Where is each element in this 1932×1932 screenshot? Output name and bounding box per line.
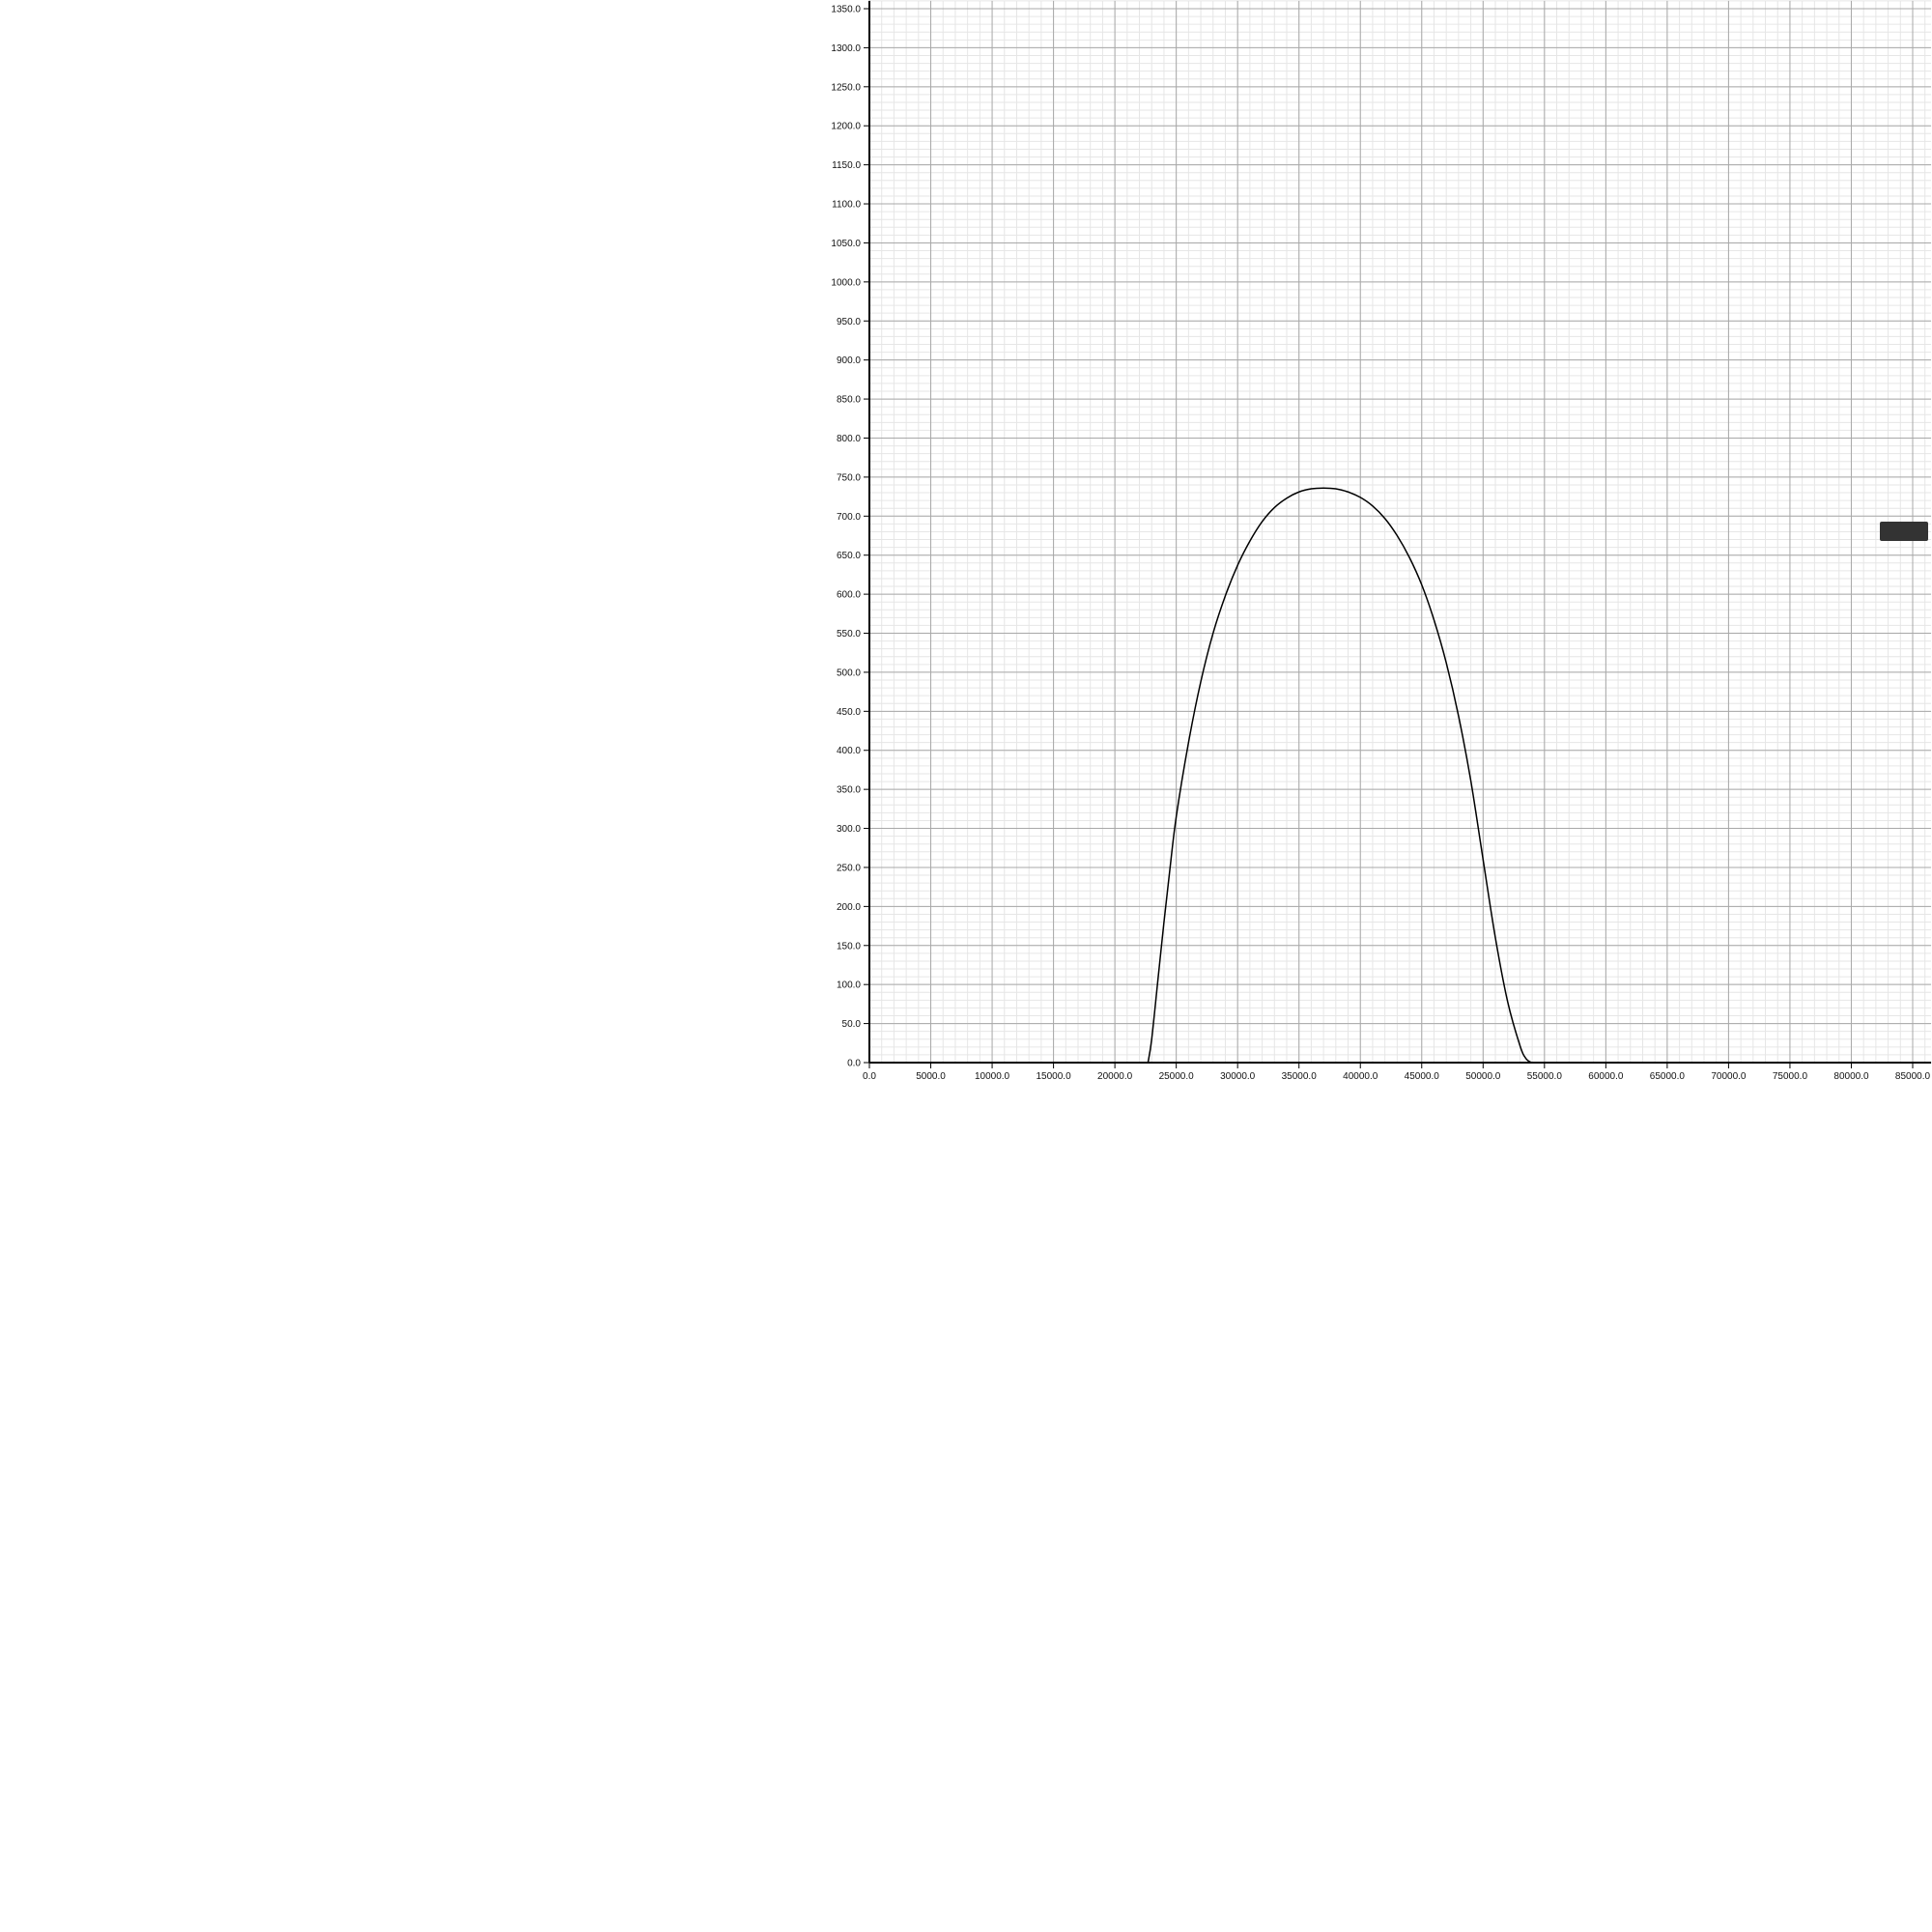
y-tick-label: 1000.0 [831, 277, 861, 288]
y-tick-label: 300.0 [837, 824, 861, 835]
y-tick-label: 250.0 [837, 863, 861, 873]
legend-swatch [1880, 522, 1928, 541]
x-tick-label: 10000.0 [975, 1071, 1010, 1082]
y-tick-label: 450.0 [837, 707, 861, 718]
y-tick-label: 150.0 [837, 941, 861, 952]
x-tick-label: 65000.0 [1650, 1071, 1686, 1082]
y-tick-label: 1250.0 [831, 82, 861, 93]
y-tick-label: 1350.0 [831, 5, 861, 15]
x-tick-label: 30000.0 [1220, 1071, 1256, 1082]
grid-minor-lines [868, 0, 1932, 1064]
y-tick-label: 950.0 [837, 317, 861, 327]
y-tick-label: 750.0 [837, 472, 861, 483]
y-tick-label: 1150.0 [832, 160, 861, 171]
axes [868, 0, 1932, 1064]
y-tick-label: 800.0 [837, 434, 861, 444]
x-axis-ticks: 0.0 5000.0 10000.0 15000.0 20000.0 25000.0 300… [863, 1063, 1931, 1082]
x-tick-label: 0.0 [863, 1071, 876, 1082]
y-tick-label: 550.0 [837, 629, 861, 639]
x-tick-label: 55000.0 [1527, 1071, 1563, 1082]
x-tick-label: 70000.0 [1711, 1071, 1747, 1082]
y-tick-label: 0.0 [847, 1059, 861, 1069]
x-tick-label: 25000.0 [1159, 1071, 1195, 1082]
y-tick-label: 100.0 [837, 980, 861, 991]
x-tick-label: 5000.0 [916, 1071, 946, 1082]
x-tick-label: 20000.0 [1097, 1071, 1133, 1082]
y-tick-label: 850.0 [837, 395, 861, 406]
y-axis-ticks: 0.0 50.0 100.0 150.0 200.0 250.0 300.0 350.0 400… [831, 5, 869, 1069]
x-tick-label: 40000.0 [1343, 1071, 1378, 1082]
y-tick-label: 650.0 [837, 551, 861, 561]
x-tick-label: 45000.0 [1405, 1071, 1440, 1082]
y-tick-label: 1100.0 [832, 200, 861, 211]
y-tick-label: 600.0 [837, 590, 861, 601]
x-tick-label: 60000.0 [1588, 1071, 1624, 1082]
y-tick-label: 1200.0 [831, 122, 861, 132]
y-tick-label: 1300.0 [831, 43, 861, 54]
y-tick-label: 350.0 [837, 785, 861, 796]
y-tick-label: 1050.0 [831, 239, 861, 249]
y-tick-label: 50.0 [842, 1019, 862, 1030]
x-tick-label: 80000.0 [1833, 1071, 1869, 1082]
y-tick-label: 700.0 [837, 512, 861, 523]
y-tick-label: 900.0 [837, 355, 861, 366]
x-tick-label: 15000.0 [1037, 1071, 1072, 1082]
series-line [1147, 487, 1548, 1065]
y-tick-label: 400.0 [837, 746, 861, 756]
y-tick-label: 200.0 [837, 902, 861, 913]
x-tick-label: 85000.0 [1895, 1071, 1931, 1082]
x-tick-label: 75000.0 [1773, 1071, 1808, 1082]
y-tick-label: 500.0 [837, 668, 861, 678]
series-layer [1147, 487, 1548, 1065]
x-tick-label: 50000.0 [1465, 1071, 1501, 1082]
x-tick-label: 35000.0 [1282, 1071, 1318, 1082]
